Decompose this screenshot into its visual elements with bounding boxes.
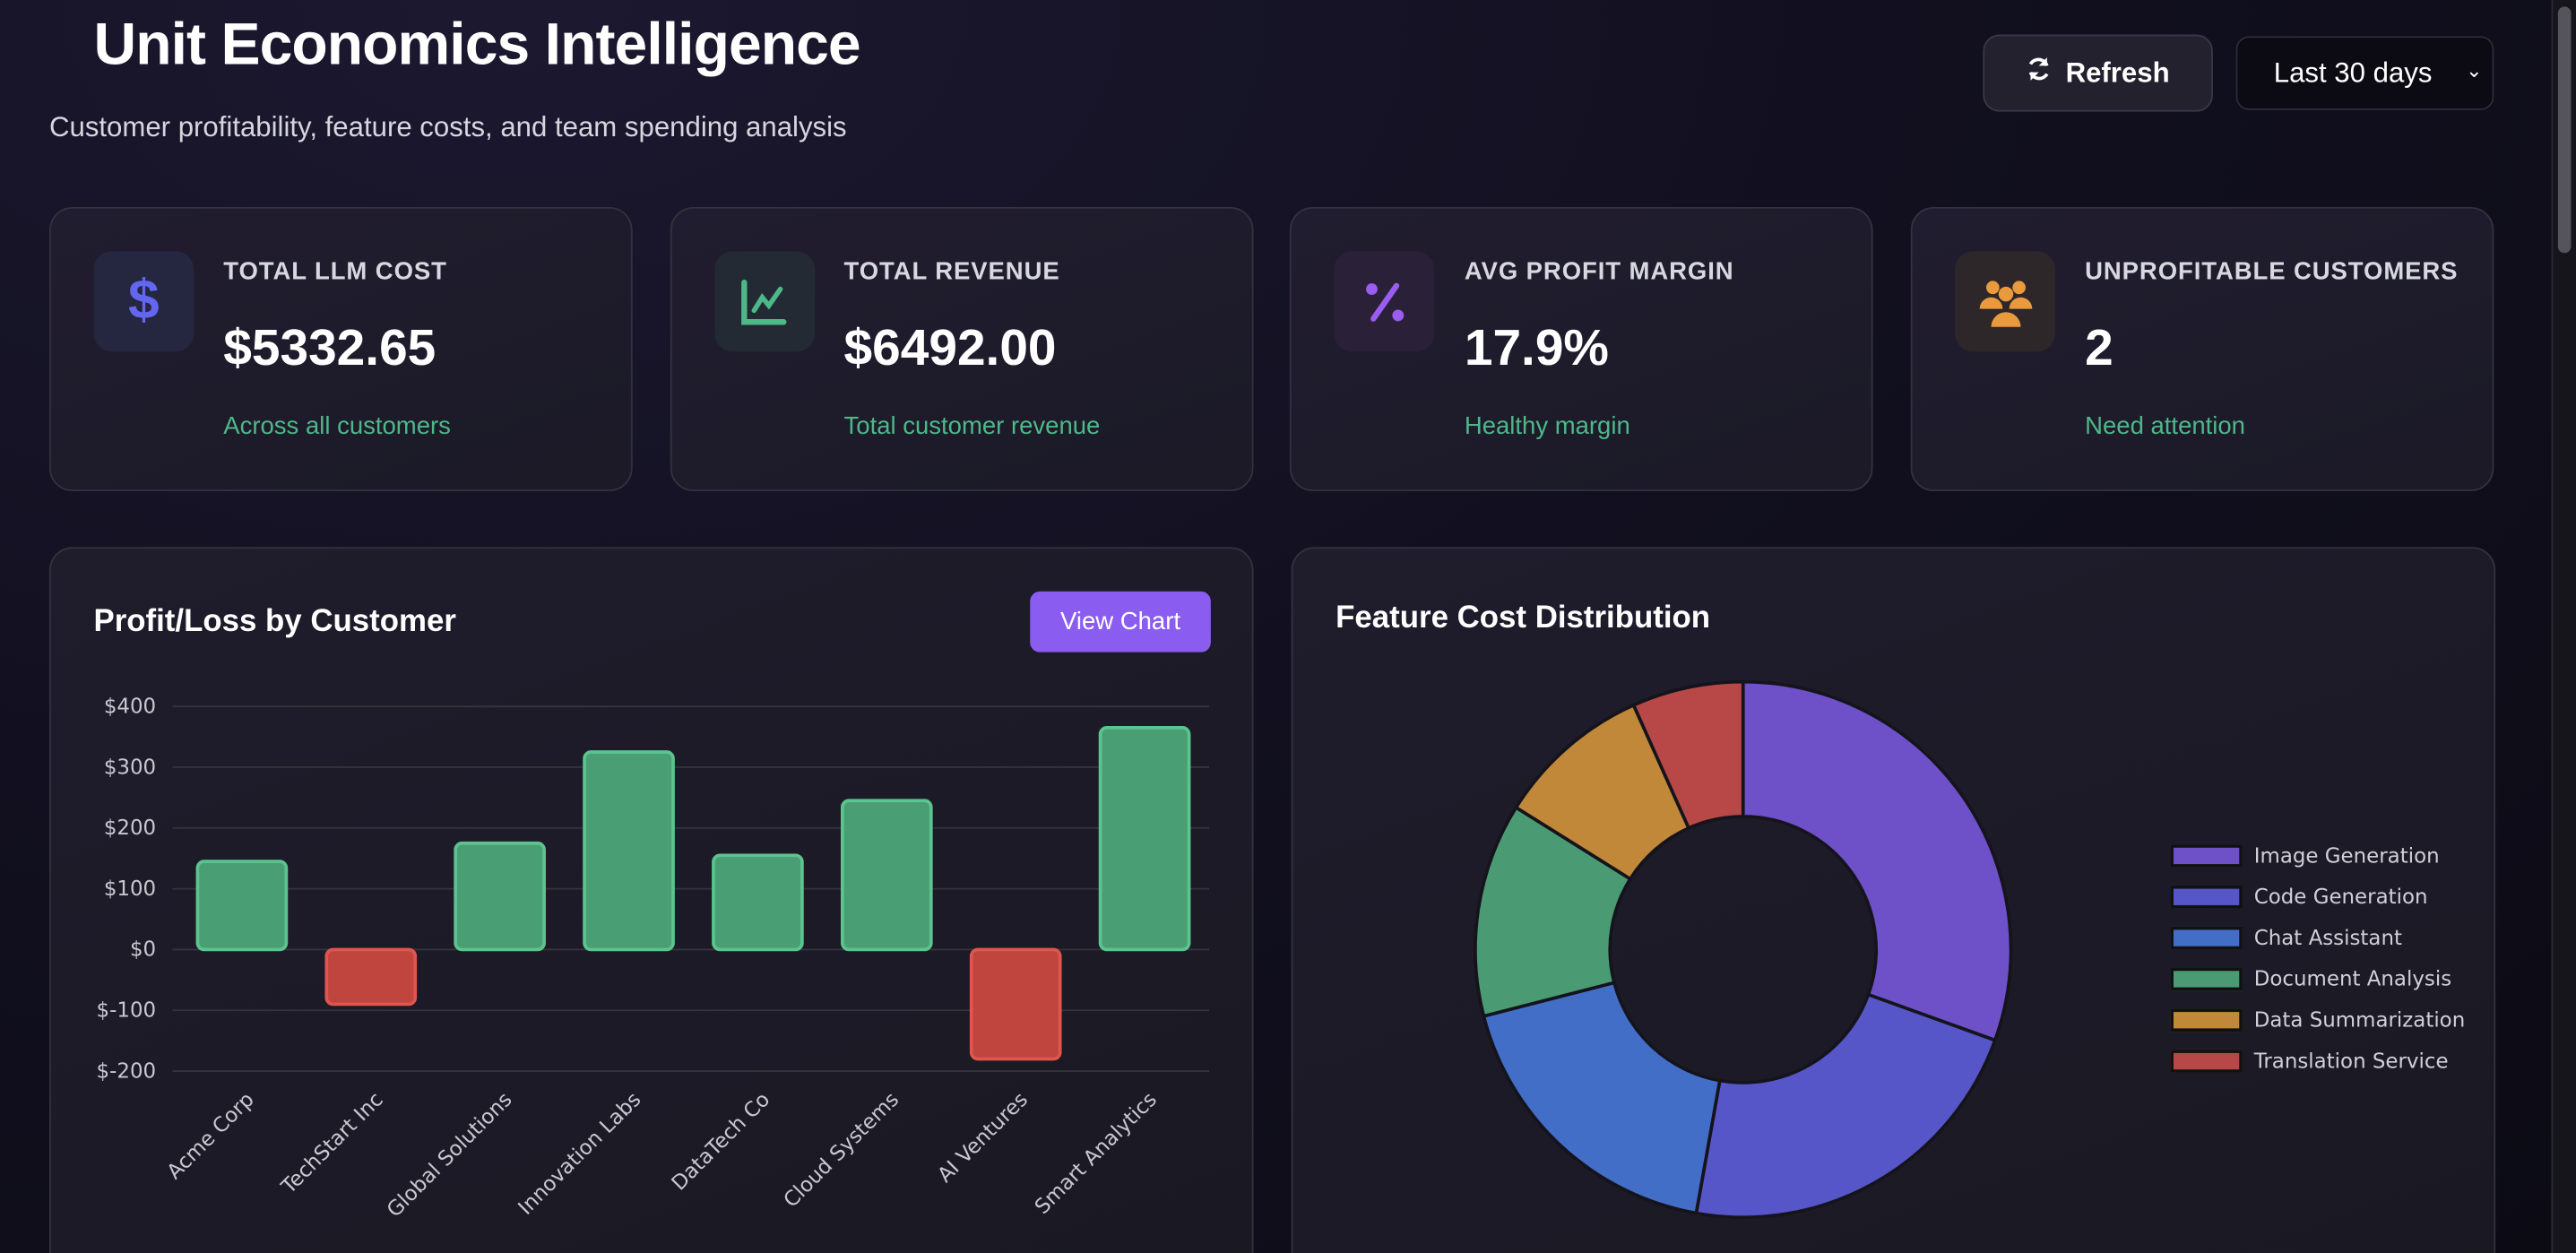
stat-card: UNPROFITABLE CUSTOMERS 2 Need attention — [1910, 206, 2494, 492]
slice-image-generation[interactable] — [1741, 679, 2013, 1042]
bar-innovation-labs[interactable] — [583, 750, 675, 952]
stat-label: TOTAL LLM COST — [223, 257, 447, 286]
refresh-icon — [2027, 56, 2053, 90]
stat-card: AVG PROFIT MARGIN 17.9% Healthy margin — [1290, 206, 1874, 492]
y-tick-label: $300 — [104, 756, 156, 779]
legend-label: Code Generation — [2253, 884, 2428, 909]
legend-item[interactable]: Chat Assistant — [2170, 917, 2465, 958]
profit-loss-title: Profit/Loss by Customer — [93, 604, 456, 640]
stat-value: 17.9% — [1464, 318, 1609, 376]
legend-swatch — [2170, 1049, 2243, 1072]
legend-item[interactable]: Translation Service — [2170, 1040, 2465, 1081]
chevron-down-icon: ⌄ — [2466, 58, 2483, 82]
stat-caption: Across all customers — [223, 412, 451, 441]
legend-label: Translation Service — [2253, 1048, 2449, 1073]
stat-value: 2 — [2085, 318, 2114, 376]
refresh-label: Refresh — [2065, 56, 2170, 89]
legend-swatch — [2170, 966, 2243, 990]
x-tick-label: TechStart Inc — [277, 1088, 388, 1199]
stat-caption: Total customer revenue — [843, 412, 1101, 441]
date-range-select[interactable]: Last 30 days ⌄ — [2235, 36, 2494, 110]
slice-translation-service[interactable] — [1631, 679, 1745, 831]
y-tick-label: $400 — [104, 695, 156, 718]
legend-swatch — [2170, 843, 2243, 867]
legend-swatch — [2170, 925, 2243, 949]
legend-item[interactable]: Document Analysis — [2170, 958, 2465, 999]
x-tick-label: Global Solutions — [383, 1088, 517, 1223]
slice-code-generation[interactable] — [1694, 992, 1998, 1220]
bar-datatech-co[interactable] — [712, 853, 804, 952]
page-subtitle: Customer profitability, feature costs, a… — [48, 111, 847, 143]
legend-label: Chat Assistant — [2253, 924, 2402, 950]
bar-cloud-systems[interactable] — [840, 799, 933, 952]
x-tick-label: DataTech Co — [668, 1088, 775, 1196]
stat-caption: Healthy margin — [1464, 412, 1630, 441]
feature-cost-panel: Feature Cost Distribution Image Generati… — [1291, 547, 2496, 1253]
scrollbar[interactable] — [2551, 0, 2576, 1253]
stat-value: $6492.00 — [843, 318, 1057, 376]
x-tick-label: Cloud Systems — [780, 1088, 904, 1213]
stat-caption: Need attention — [2085, 412, 2245, 441]
stat-value: $5332.65 — [223, 318, 437, 376]
legend-swatch — [2170, 885, 2243, 908]
stat-card: TOTAL REVENUE $6492.00 Total customer re… — [670, 206, 1253, 492]
chart-legend: Image Generation Code Generation Chat Assi… — [2170, 834, 2465, 1081]
stat-label: UNPROFITABLE CUSTOMERS — [2085, 257, 2459, 286]
bar-acme-corp[interactable] — [195, 860, 289, 952]
stat-card: $ TOTAL LLM COST $5332.65 Across all cus… — [48, 206, 633, 492]
slice-chat-assistant[interactable] — [1482, 981, 1722, 1215]
legend-item[interactable]: Data Summarization — [2170, 998, 2465, 1040]
x-tick-label: Acme Corp — [163, 1088, 259, 1184]
y-tick-label: $200 — [104, 817, 156, 840]
bar-techstart-inc[interactable] — [324, 947, 418, 1007]
feature-cost-title: Feature Cost Distribution — [1336, 601, 1711, 636]
bar-global-solutions[interactable] — [454, 841, 546, 952]
page-title: Unit Economics Intelligence — [93, 9, 860, 78]
y-tick-label: $-100 — [97, 999, 157, 1023]
percent-icon — [1335, 251, 1435, 352]
y-tick-label: $0 — [130, 938, 156, 962]
y-tick-label: $-200 — [97, 1059, 157, 1083]
legend-label: Document Analysis — [2253, 965, 2452, 991]
scrollbar-thumb[interactable] — [2557, 6, 2572, 254]
chart-line-icon — [713, 251, 815, 352]
view-chart-button[interactable]: View Chart — [1030, 591, 1211, 652]
stat-label: AVG PROFIT MARGIN — [1464, 257, 1734, 286]
legend-item[interactable]: Image Generation — [2170, 834, 2465, 876]
legend-item[interactable]: Code Generation — [2170, 876, 2465, 917]
y-tick-label: $100 — [104, 877, 156, 901]
x-tick-label: AI Ventures — [933, 1088, 1033, 1188]
legend-swatch — [2170, 1007, 2243, 1032]
stat-label: TOTAL REVENUE — [843, 257, 1060, 286]
users-icon — [1955, 251, 2056, 352]
dollar-icon: $ — [93, 251, 194, 352]
x-tick-label: Smart Analytics — [1031, 1088, 1162, 1219]
refresh-button[interactable]: Refresh — [1983, 34, 2213, 112]
bar-ai-ventures[interactable] — [969, 947, 1062, 1061]
slice-document-analysis[interactable] — [1474, 805, 1633, 1018]
date-range-value: Last 30 days — [2273, 56, 2433, 89]
feature-cost-chart — [1474, 679, 2013, 1220]
legend-label: Data Summarization — [2253, 1007, 2466, 1033]
bar-smart-analytics[interactable] — [1098, 726, 1191, 952]
profit-loss-panel: Profit/Loss by Customer View Chart $400 $… — [48, 547, 1254, 1253]
x-tick-label: Innovation Labs — [514, 1088, 645, 1220]
legend-label: Image Generation — [2253, 843, 2440, 868]
